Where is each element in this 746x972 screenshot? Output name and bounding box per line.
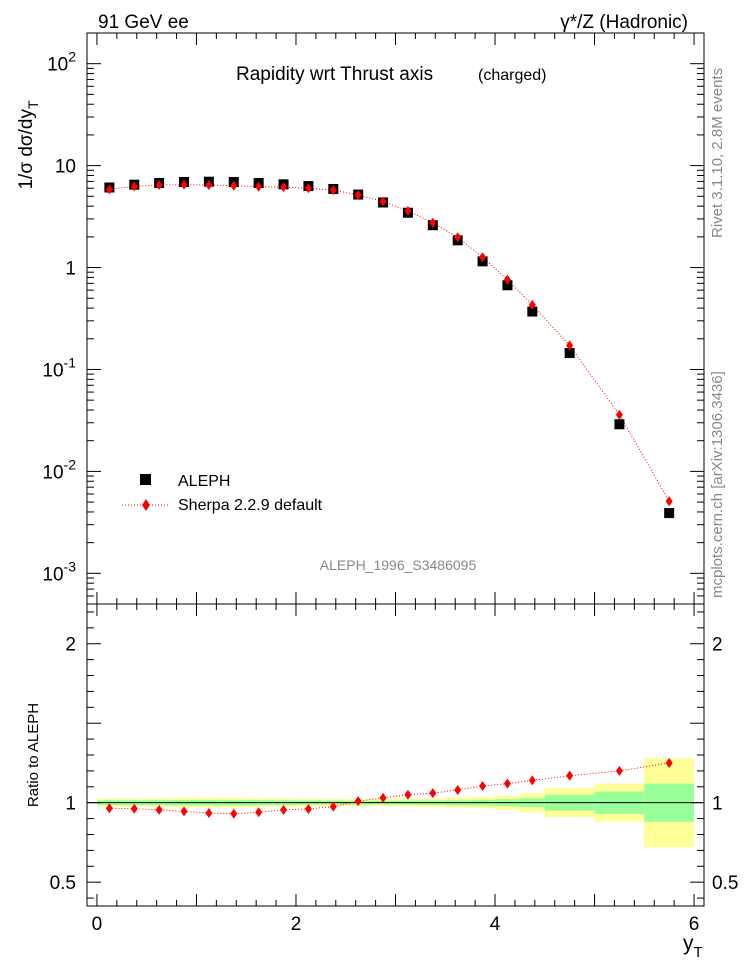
sherpa-point [379,196,387,207]
x-tick-label: 6 [689,914,700,935]
y-tick-label: 1 [65,259,76,280]
sherpa-point [329,185,337,196]
legend-marker-aleph [140,474,151,485]
ratio-sherpa-point [528,775,536,786]
ratio-sherpa-point [429,788,437,799]
ratio-sherpa-point [379,792,387,803]
ratio-axis-ticks: 0 2 4 6 0.5 0.5 1 1 2 2 [50,604,738,935]
main-panel: 10-3 10-2 10-1 1 10 102 Rapidity wrt Thrust a… [16,32,705,605]
sherpa-point [304,183,312,194]
aleph-point [614,419,625,430]
sherpa-point [280,182,288,193]
x-axis-label: yT [683,932,703,961]
legend-label-aleph: ALEPH [178,473,230,490]
sherpa-point [566,340,574,351]
header-right: γ*/Z (Hadronic) [560,12,688,33]
ratio-sherpa-point [180,806,188,817]
sherpa-point [479,252,487,263]
x-tick-label: 2 [291,914,302,935]
ratio-sherpa-point [155,804,163,815]
ratio-sherpa-point [566,770,574,781]
aleph-point [664,508,675,519]
y-tick-label: 10-1 [42,354,76,381]
ratio-sherpa-point [205,808,213,819]
ratio-plot-area [87,757,704,848]
sherpa-point [205,180,213,191]
sherpa-point [528,299,536,310]
sherpa-point [615,409,623,420]
ratio-sherpa-point [404,789,412,800]
sherpa-point [454,232,462,243]
sherpa-line [109,184,670,502]
ratio-sherpa-point [503,778,511,789]
sherpa-point [354,189,362,200]
main-frame [86,32,705,605]
ratio-sherpa-point [105,803,113,814]
ratio-frame [86,603,705,907]
x-tick-label: 0 [92,914,103,935]
sherpa-point [180,179,188,190]
ratio-sherpa-point [304,804,312,815]
ratio-y-tick-label-left: 2 [65,635,76,656]
ratio-y-tick-label-right: 2 [712,635,723,656]
ratio-y-axis-label: Ratio to ALEPH [25,703,42,807]
y-axis-label: 1/σ dσ/dyT [16,100,41,190]
sherpa-point [429,217,437,228]
ratio-y-tick-label-right: 0.5 [712,873,738,894]
main-plot-area [104,176,675,519]
aleph-point [564,348,575,359]
ratio-sherpa-point [329,801,337,812]
y-tick-label: 10 [55,157,76,178]
main-axis-ticks: 10-3 10-2 10-1 1 10 102 [42,32,704,605]
ratio-sherpa-point [479,780,487,791]
header-left: 91 GeV ee [98,12,189,33]
ratio-sherpa-point [665,757,673,768]
sherpa-point [230,180,238,191]
x-tick-label: 4 [490,914,501,935]
chart-title: Rapidity wrt Thrust axis [236,64,433,85]
ratio-sherpa-point [255,807,263,818]
analysis-watermark: ALEPH_1996_S3486095 [320,557,477,573]
rivet-label: Rivet 3.1.10, 2.8M events [709,68,726,238]
ratio-y-tick-label-left: 1 [65,794,76,815]
sherpa-point [105,184,113,195]
sherpa-point [155,180,163,191]
aleph-point [527,306,538,317]
legend: ALEPH Sherpa 2.2.9 default [122,473,323,514]
ratio-sherpa-point [280,804,288,815]
ratio-y-tick-label-right: 1 [712,794,723,815]
ratio-sherpa-point [230,808,238,819]
ratio-sherpa-point [454,784,462,795]
sherpa-point [503,274,511,285]
ratio-sherpa-point [615,765,623,776]
ratio-panel: 0 2 4 6 0.5 0.5 1 1 2 2 Ratio to ALEPH yT [25,603,738,961]
chart-subtitle: (charged) [478,67,546,84]
sherpa-point [255,181,263,192]
sherpa-point [130,181,138,192]
legend-marker-sherpa [142,499,150,511]
y-tick-label: 102 [47,49,76,76]
ratio-sherpa-point [354,796,362,807]
sherpa-point [665,496,673,507]
ratio-sherpa-point [130,803,138,814]
legend-label-sherpa: Sherpa 2.2.9 default [178,497,323,514]
y-tick-label: 10-2 [42,456,76,483]
aleph-point [502,280,513,291]
mcplots-label: mcplots.cern.ch [arXiv:1306.3436] [709,371,726,598]
y-tick-label: 10-3 [42,558,76,585]
sherpa-point [404,205,412,216]
ratio-y-tick-label-left: 0.5 [50,873,76,894]
